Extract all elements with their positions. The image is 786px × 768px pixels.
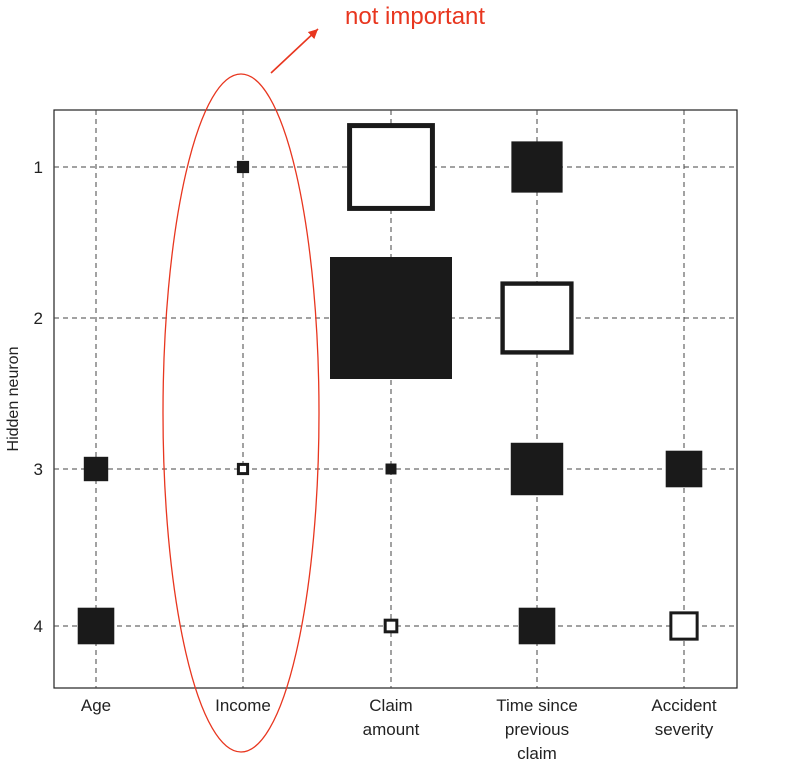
x-tick-label: Claim amount	[363, 696, 420, 739]
hinton-cell-positive	[511, 141, 563, 193]
hinton-cell-negative	[669, 611, 699, 641]
hinton-cell-positive	[330, 257, 452, 379]
x-tick-label-line: Accident	[651, 696, 716, 715]
y-tick-labels: 1 2 3 4	[34, 158, 43, 636]
hinton-cell-positive	[518, 607, 556, 645]
y-tick-label: 2	[34, 309, 43, 328]
x-tick-label-line: amount	[363, 720, 420, 739]
y-tick-label: 4	[34, 617, 43, 636]
y-tick-label: 3	[34, 460, 43, 479]
y-axis-title: Hidden neuron	[5, 347, 22, 452]
x-tick-label-line: Age	[81, 696, 111, 715]
grid-lines	[54, 110, 737, 688]
hinton-cell-negative	[500, 281, 574, 355]
x-tick-label-line: previous	[505, 720, 569, 739]
hinton-cell-positive	[510, 442, 564, 496]
annotation-ellipse	[162, 73, 320, 753]
x-tick-label-line: Income	[215, 696, 271, 715]
hinton-cell-positive	[236, 160, 250, 174]
x-tick-label-line: claim	[517, 744, 557, 763]
cell-marks	[77, 123, 703, 645]
x-tick-label: Age	[81, 696, 111, 715]
hinton-cell-negative	[236, 462, 250, 476]
x-tick-label: Income	[215, 696, 271, 715]
hinton-cell-negative	[383, 618, 399, 634]
y-tick-label: 1	[34, 158, 43, 177]
hinton-cell-positive	[83, 456, 109, 482]
x-tick-label: Time since previous claim	[496, 696, 578, 763]
plot-frame	[53, 109, 738, 689]
x-tick-labels: Age Income Claim amount Time since previous cl…	[81, 696, 717, 763]
hinton-cell-positive	[77, 607, 115, 645]
x-tick-label-line: Claim	[369, 696, 412, 715]
hinton-cell-positive	[665, 450, 703, 488]
x-tick-label-line: Time since	[496, 696, 578, 715]
annotation-arrow	[270, 28, 319, 74]
hinton-cell-negative	[347, 123, 435, 211]
x-tick-label: Accident severity	[651, 696, 716, 739]
annotation-label: not important	[345, 3, 485, 30]
x-tick-label-line: severity	[655, 720, 714, 739]
hinton-cell-positive	[385, 463, 397, 475]
